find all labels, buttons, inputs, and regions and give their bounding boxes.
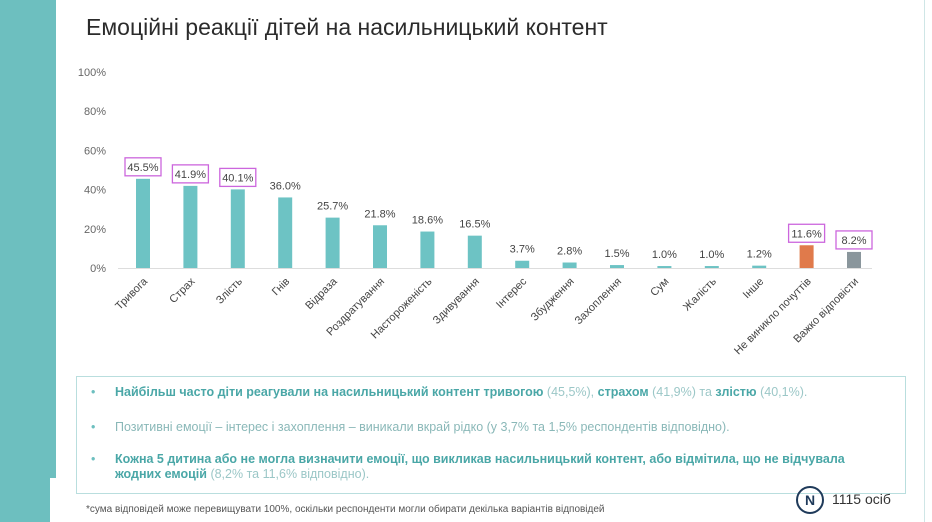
value-label: 1.2% <box>747 249 772 261</box>
side-bar-notch <box>50 478 56 522</box>
category-label: Жалість <box>681 275 719 313</box>
value-label-box <box>171 164 210 184</box>
category-label: Інше <box>741 276 767 302</box>
category-label: Страх <box>167 275 198 306</box>
value-label-box <box>835 230 873 250</box>
bar <box>515 260 530 268</box>
bullet-1-anger: злістю <box>715 385 757 399</box>
bar <box>420 231 435 268</box>
y-tick-label: 60% <box>84 145 106 157</box>
y-tick-label: 20% <box>84 224 106 236</box>
y-tick-label: 80% <box>84 106 106 118</box>
logo-icon: N <box>796 486 824 514</box>
category-label: Інтерес <box>494 275 530 311</box>
bullet-dot: • <box>91 420 96 434</box>
bar <box>278 197 293 268</box>
bullet-2-text: Позитивні емоції – інтерес і захоплення … <box>115 420 730 434</box>
bar <box>562 262 577 268</box>
footnote: *сума відповідей може перевищувати 100%,… <box>86 504 605 515</box>
summary-box: • Найбільш часто діти реагували на насил… <box>76 376 906 494</box>
value-label-box <box>219 167 257 188</box>
value-label: 2.8% <box>557 246 582 258</box>
value-label: 21.8% <box>364 208 395 220</box>
category-label: Здивування <box>431 276 482 327</box>
bar <box>752 265 767 268</box>
value-label: 41.9% <box>175 169 206 181</box>
value-label-box <box>787 223 826 243</box>
bar <box>704 266 719 268</box>
value-label: 18.6% <box>412 215 443 227</box>
value-label: 45.5% <box>127 162 158 174</box>
value-label: 3.7% <box>510 244 535 256</box>
value-label: 11.6% <box>791 228 822 240</box>
bullet-1-pct-2: (41,9%) та <box>648 385 716 399</box>
bullet-1-fear: страхом <box>597 385 649 399</box>
bar <box>325 217 340 268</box>
value-label: 40.1% <box>222 172 253 184</box>
bullet-dot: • <box>91 452 96 466</box>
value-label: 16.5% <box>459 219 490 231</box>
bar <box>230 189 245 268</box>
bar <box>657 266 672 268</box>
bar <box>373 225 387 268</box>
value-label: 1.0% <box>652 249 677 261</box>
side-accent-bar <box>0 0 56 522</box>
bullet-3-pct: (8,2% та 11,6% відповідно). <box>206 467 370 481</box>
category-label: Сум <box>648 276 671 299</box>
bar <box>847 251 861 268</box>
category-label: Збудження <box>529 276 577 324</box>
bar <box>799 245 814 268</box>
bar <box>467 235 482 268</box>
page-title: Емоційні реакції дітей на насильницький … <box>86 14 608 40</box>
respondents-count: 1115 осіб <box>832 491 891 507</box>
value-label: 25.7% <box>317 201 348 213</box>
bar <box>183 185 198 268</box>
value-label: 36.0% <box>270 180 301 192</box>
category-label: Захоплення <box>573 276 625 328</box>
value-label: 8.2% <box>841 235 866 247</box>
y-tick-label: 40% <box>84 185 106 197</box>
category-label: Злість <box>214 275 245 306</box>
value-label: 1.5% <box>604 248 629 260</box>
bullet-1-pct-3: (40,1%). <box>756 385 808 399</box>
bar-chart: 100% 80% 60% 40% 20% 0% 45.5% Тривога 41.9% Страх… <box>78 67 873 357</box>
bullet-1-main: Найбільш часто діти реагували на насильн… <box>115 385 544 399</box>
bar <box>610 265 624 268</box>
value-label: 1.0% <box>699 249 724 261</box>
y-tick-label: 100% <box>78 67 106 79</box>
bullet-3-main: Кожна 5 дитина або не могла визначити ем… <box>115 452 845 481</box>
y-tick-label: 0% <box>90 263 106 275</box>
bullet-1-pct-1: (45,5%), <box>543 385 598 399</box>
right-border-line <box>924 0 925 522</box>
value-label-box <box>124 157 162 177</box>
category-label: Відраза <box>303 275 340 312</box>
category-label: Гнів <box>270 276 293 299</box>
bar <box>136 178 150 268</box>
category-label: Тривога <box>113 275 150 312</box>
bullet-dot: • <box>91 385 96 399</box>
